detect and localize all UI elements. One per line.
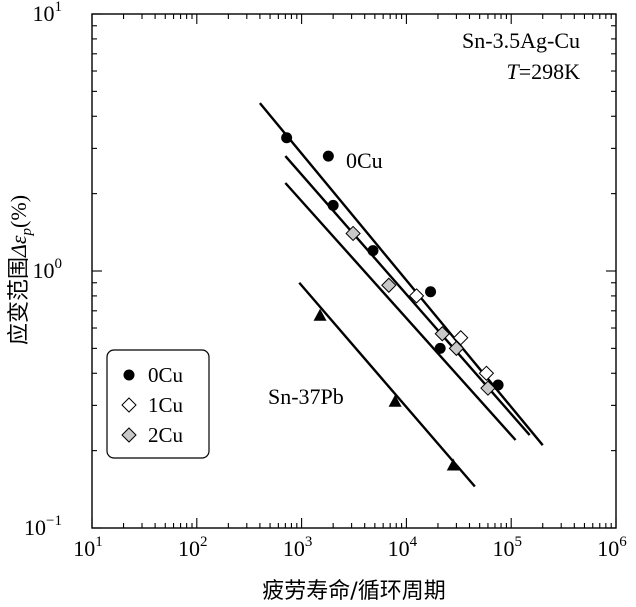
x-tick-label: 105 (492, 534, 522, 561)
fit-line-2 (284, 182, 517, 441)
point-1cu (408, 288, 425, 304)
point-2cu (434, 326, 450, 342)
alloy-label: Sn-3.5Ag-Cu (462, 28, 580, 53)
y-axis-title-prefix: 应变范围 (7, 257, 32, 345)
legend-label-0cu: 0Cu (148, 363, 184, 387)
fit-lines (258, 102, 544, 488)
point-0cu (367, 245, 379, 257)
point-sn-37pb (446, 458, 460, 471)
x-tick-label: 102 (178, 534, 208, 561)
point-2cu (480, 380, 496, 396)
point-1cu (478, 365, 495, 381)
line-label-0cu: 0Cu (346, 148, 383, 173)
legend-marker-2cu (121, 427, 137, 443)
point-0cu (322, 150, 334, 162)
point-sn-37pb (313, 308, 327, 321)
y-tick-label: 100 (33, 256, 63, 283)
line-label-snpb: Sn-37Pb (268, 384, 344, 409)
y-axis-title-sub: p (19, 227, 35, 236)
data-points (281, 132, 504, 471)
point-0cu (281, 132, 293, 144)
x-tick-label: 106 (597, 534, 627, 561)
point-2cu (381, 277, 397, 293)
legend-marker-1cu (121, 397, 137, 413)
y-axis-title: 应变范围Δεp(%) (6, 195, 35, 345)
x-tick-label: 104 (388, 534, 418, 561)
point-0cu (327, 199, 339, 211)
point-0cu (425, 286, 437, 298)
axis-ticks: 101 102 103 104 105 106 10−1 100 101 (24, 0, 627, 561)
fit-line-3 (298, 281, 476, 488)
y-tick-label: 10−1 (24, 513, 62, 540)
legend-marker-0cu (123, 369, 135, 381)
x-tick-label: 103 (283, 534, 313, 561)
y-tick-label: 101 (33, 0, 63, 26)
legend-label-2cu: 2Cu (148, 423, 184, 447)
point-0cu (492, 379, 504, 391)
point-0cu (434, 342, 446, 354)
legend: 0Cu 1Cu 2Cu (106, 349, 210, 459)
y-axis-title-unit: (%) (6, 195, 31, 228)
point-2cu (448, 340, 465, 357)
x-axis-title: 疲劳寿命/循环周期 (262, 579, 445, 604)
svg-text:应变范围Δεp(%): 应变范围Δεp(%) (6, 195, 35, 345)
point-1cu (453, 330, 469, 346)
point-2cu (345, 225, 361, 242)
y-axis-title-symbol: Δε (6, 235, 31, 258)
x-tick-label: 101 (73, 534, 103, 561)
point-sn-37pb (388, 394, 402, 407)
legend-label-1cu: 1Cu (148, 393, 184, 417)
temperature-label: T=298K (506, 59, 580, 84)
